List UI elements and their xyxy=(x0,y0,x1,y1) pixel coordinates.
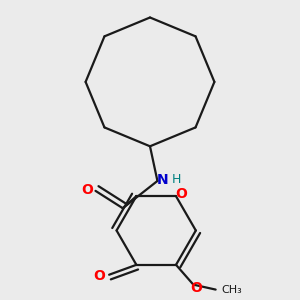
Text: O: O xyxy=(190,281,202,295)
Text: CH₃: CH₃ xyxy=(221,285,242,295)
Text: O: O xyxy=(81,183,93,196)
Text: O: O xyxy=(93,269,105,283)
Text: O: O xyxy=(175,187,187,201)
Text: N: N xyxy=(157,173,168,187)
Text: H: H xyxy=(171,173,181,186)
